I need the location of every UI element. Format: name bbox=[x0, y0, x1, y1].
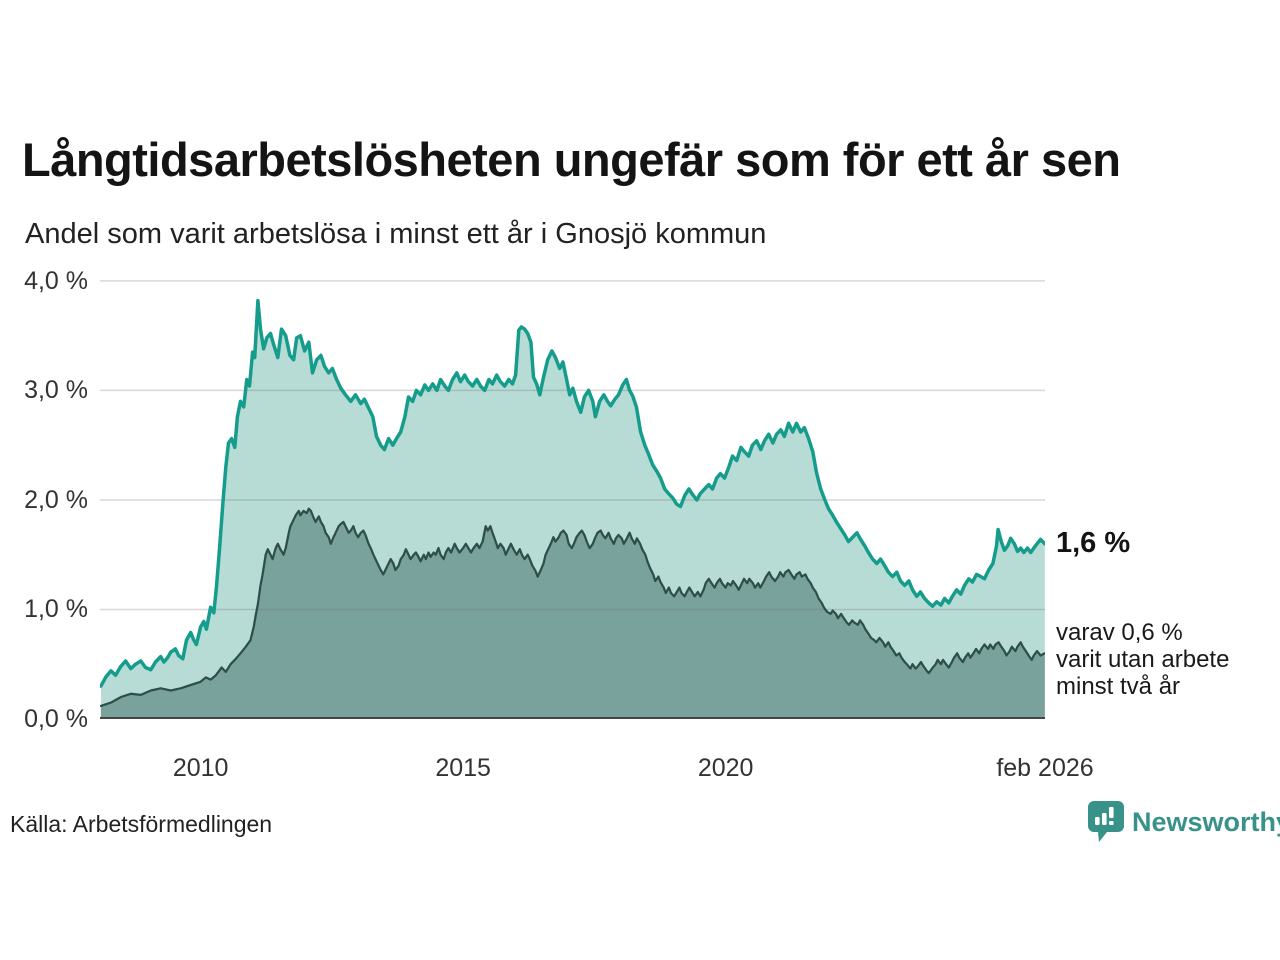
plot-area bbox=[99, 259, 1047, 719]
y-tick-label: 4,0 % bbox=[24, 266, 88, 295]
y-tick-label: 0,0 % bbox=[24, 705, 88, 733]
series2-end-annotation: varav 0,6 % varit utan arbete minst två … bbox=[1056, 619, 1230, 700]
area-chart bbox=[99, 280, 1047, 719]
newsworthy-logo: Newsworthy bbox=[1087, 800, 1280, 849]
y-tick-label: 1,0 % bbox=[24, 595, 88, 624]
x-tick-label: 2015 bbox=[435, 754, 491, 782]
y-tick-label: 3,0 % bbox=[24, 376, 88, 405]
x-tick-label: feb 2026 bbox=[996, 754, 1094, 782]
y-tick-label: 2,0 % bbox=[24, 485, 88, 514]
x-tick-label: 2010 bbox=[172, 754, 229, 782]
series1-end-value-label: 1,6 % bbox=[1056, 527, 1131, 559]
newsworthy-logo-text: Newsworthy bbox=[1132, 807, 1280, 837]
source-label: Källa: Arbetsförmedlingen bbox=[10, 811, 273, 837]
newsworthy-logo-icon bbox=[1087, 800, 1125, 849]
x-tick-label: 2020 bbox=[697, 754, 754, 782]
chart-title: Långtidsarbetslösheten ungefär som för e… bbox=[22, 133, 1121, 186]
chart-subtitle: Andel som varit arbetslösa i minst ett å… bbox=[25, 218, 767, 250]
